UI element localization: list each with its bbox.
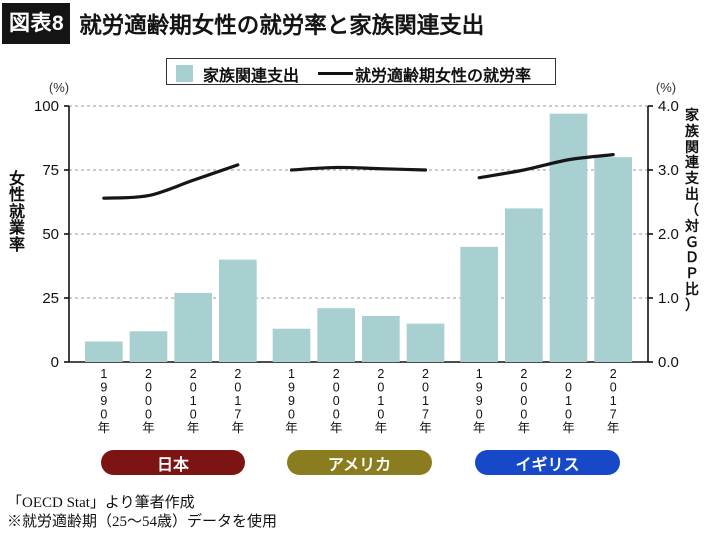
svg-text:0: 0 — [51, 354, 59, 371]
svg-text:2: 2 — [377, 367, 384, 381]
svg-text:9: 9 — [288, 381, 295, 395]
svg-text:0: 0 — [100, 408, 107, 422]
svg-text:0: 0 — [333, 394, 340, 408]
svg-text:3.0: 3.0 — [658, 162, 679, 179]
svg-text:2: 2 — [333, 367, 340, 381]
svg-text:0.0: 0.0 — [658, 354, 679, 371]
svg-text:0: 0 — [333, 408, 340, 422]
svg-text:7: 7 — [422, 408, 429, 422]
svg-text:4.0: 4.0 — [658, 98, 679, 115]
svg-text:2: 2 — [234, 367, 241, 381]
svg-text:年: 年 — [518, 421, 531, 435]
svg-text:年: 年 — [98, 421, 111, 435]
svg-text:2: 2 — [145, 367, 152, 381]
svg-text:1.0: 1.0 — [658, 290, 679, 307]
svg-text:年: 年 — [285, 421, 298, 435]
svg-text:7: 7 — [610, 408, 617, 422]
svg-text:9: 9 — [476, 394, 483, 408]
svg-text:0: 0 — [234, 381, 241, 395]
svg-text:年: 年 — [375, 421, 388, 435]
svg-text:25: 25 — [42, 290, 59, 307]
svg-text:75: 75 — [42, 162, 59, 179]
svg-text:9: 9 — [288, 394, 295, 408]
svg-text:0: 0 — [333, 381, 340, 395]
svg-text:年: 年 — [232, 421, 245, 435]
svg-text:年: 年 — [330, 421, 343, 435]
svg-text:0: 0 — [190, 381, 197, 395]
svg-text:0: 0 — [565, 408, 572, 422]
svg-text:年: 年 — [473, 421, 486, 435]
svg-text:1: 1 — [288, 367, 295, 381]
svg-text:0: 0 — [476, 408, 483, 422]
svg-text:2.0: 2.0 — [658, 226, 679, 243]
svg-text:年: 年 — [187, 421, 200, 435]
svg-text:1: 1 — [565, 394, 572, 408]
svg-text:0: 0 — [520, 394, 527, 408]
svg-text:0: 0 — [145, 381, 152, 395]
svg-text:2: 2 — [190, 367, 197, 381]
svg-text:9: 9 — [100, 394, 107, 408]
svg-text:年: 年 — [142, 421, 155, 435]
svg-text:1: 1 — [377, 394, 384, 408]
svg-text:0: 0 — [520, 381, 527, 395]
svg-text:年: 年 — [419, 421, 432, 435]
svg-text:0: 0 — [377, 381, 384, 395]
svg-text:1: 1 — [234, 394, 241, 408]
svg-text:0: 0 — [145, 408, 152, 422]
svg-text:1: 1 — [100, 367, 107, 381]
svg-text:0: 0 — [145, 394, 152, 408]
svg-text:2: 2 — [565, 367, 572, 381]
svg-text:1: 1 — [610, 394, 617, 408]
svg-text:1: 1 — [476, 367, 483, 381]
svg-text:1: 1 — [422, 394, 429, 408]
svg-text:0: 0 — [610, 381, 617, 395]
svg-text:0: 0 — [288, 408, 295, 422]
svg-text:1: 1 — [190, 394, 197, 408]
svg-text:2: 2 — [520, 367, 527, 381]
svg-text:0: 0 — [565, 381, 572, 395]
svg-text:(%): (%) — [656, 80, 676, 95]
svg-text:年: 年 — [562, 421, 575, 435]
svg-text:2: 2 — [610, 367, 617, 381]
svg-text:2: 2 — [422, 367, 429, 381]
svg-text:100: 100 — [34, 98, 59, 115]
svg-text:0: 0 — [377, 408, 384, 422]
svg-text:(%): (%) — [49, 80, 69, 95]
svg-text:7: 7 — [234, 408, 241, 422]
svg-text:0: 0 — [190, 408, 197, 422]
svg-text:0: 0 — [422, 381, 429, 395]
svg-text:50: 50 — [42, 226, 59, 243]
svg-text:9: 9 — [476, 381, 483, 395]
svg-text:年: 年 — [607, 421, 620, 435]
svg-text:9: 9 — [100, 381, 107, 395]
svg-text:0: 0 — [520, 408, 527, 422]
